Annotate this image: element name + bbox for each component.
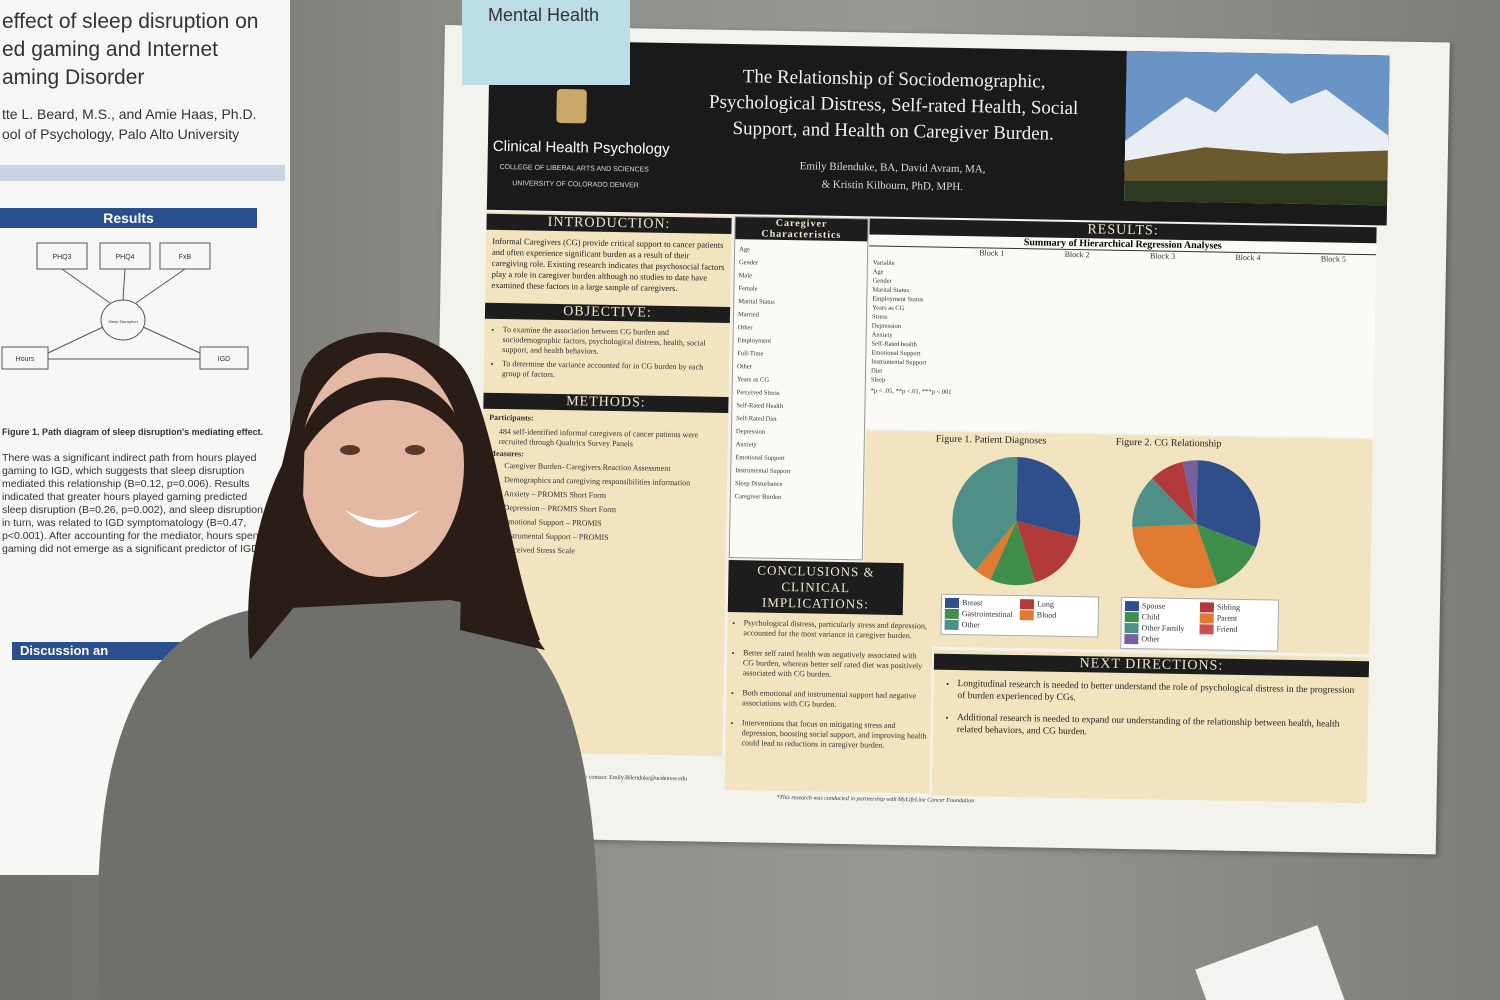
text-line: gaming to IGD, which suggests that sleep… <box>2 465 245 477</box>
section-heading: Results <box>0 208 257 228</box>
title-line: effect of sleep disruption on <box>2 10 259 33</box>
pies <box>952 457 1261 589</box>
author-line: ool of Psychology, Palo Alto University <box>2 126 240 142</box>
text-line: gaming did not emerge as a significant p… <box>2 543 262 555</box>
author-line: tte L. Beard, M.S., and Amie Haas, Ph.D. <box>2 106 257 122</box>
main-poster: Clinical Health Psychology COLLEGE OF LI… <box>430 25 1450 855</box>
text-line: indicated that greater hours played gami… <box>2 491 248 503</box>
band <box>0 165 285 181</box>
authors: tte L. Beard, M.S., and Amie Haas, Ph.D.… <box>2 104 256 144</box>
sign: Mental Health <box>462 0 630 85</box>
text-line: There was a significant indirect path fr… <box>2 452 257 464</box>
title-line: aming Disorder <box>2 66 145 89</box>
caption: Figure 1. Path diagram of sleep disrupti… <box>2 427 264 437</box>
node: Hours <box>16 356 35 363</box>
header: Clinical Health Psychology COLLEGE OF LI… <box>486 39 1390 226</box>
title-line: ed gaming and Internet <box>2 38 218 61</box>
paragraph: There was a significant indirect path fr… <box>2 452 266 556</box>
node: FxB <box>179 254 192 261</box>
text-line: sleep disruption (B=0.26, p=0.002), and … <box>2 504 266 516</box>
node: Sleep Disruption <box>108 319 137 324</box>
text-line: p<0.001). After accounting for the media… <box>2 530 262 542</box>
poster-title: effect of sleep disruption on ed gaming a… <box>2 8 258 92</box>
node: PHQ3 <box>52 254 71 261</box>
text-line: in turn, was related to IGD symptomatolo… <box>2 517 247 529</box>
path-diagram: PHQ3 PHQ4 FxB Sleep Disruption Hours IGD <box>1 242 249 370</box>
node: IGD <box>218 356 230 363</box>
figures: Figure 1. Patient Diagnoses Figure 2. CG… <box>862 430 1373 655</box>
left-poster: effect of sleep disruption on ed gaming a… <box>0 0 290 875</box>
node: PHQ4 <box>115 254 134 261</box>
text-line: mediated this relationship (B=0.12, p=0.… <box>2 478 250 490</box>
mountain-photo <box>1124 50 1390 206</box>
